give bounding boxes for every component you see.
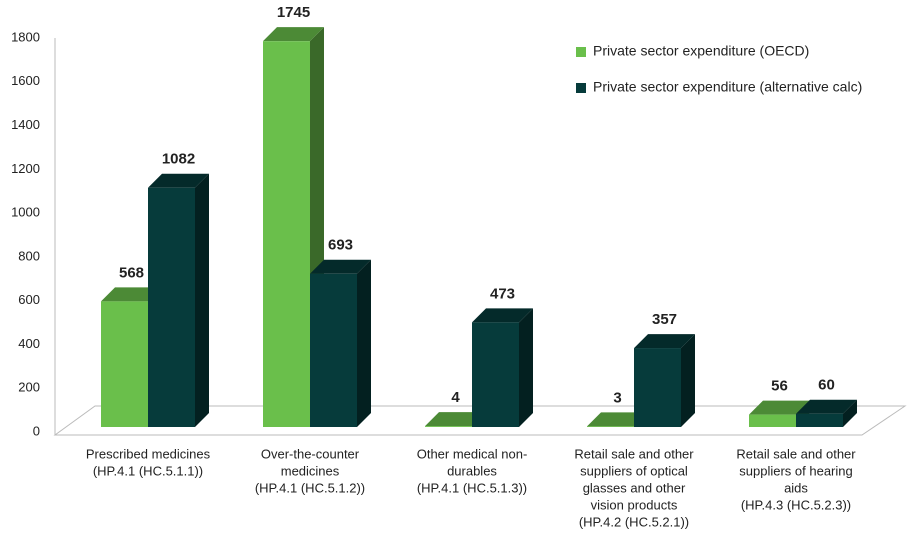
x-tick-label: suppliers of hearing — [739, 463, 852, 478]
bar-side — [195, 173, 209, 427]
bar-top — [472, 308, 533, 323]
x-tick-label: (HP.4.1 (HC.5.1.1)) — [93, 463, 203, 478]
x-tick-label: (HP.4.1 (HC.5.1.2)) — [255, 480, 365, 495]
y-tick-label: 400 — [18, 336, 40, 351]
y-tick-label: 1200 — [11, 161, 40, 176]
x-tick-label: durables — [447, 463, 497, 478]
x-tick-label: suppliers of optical — [580, 463, 688, 478]
bar — [472, 322, 519, 427]
bar-top — [587, 412, 648, 427]
value-label: 60 — [818, 377, 835, 394]
legend-label: Private sector expenditure (alternative … — [593, 79, 862, 95]
legend-label: Private sector expenditure (OECD) — [593, 43, 809, 59]
x-tick-label: Retail sale and other — [736, 446, 856, 461]
bar — [148, 187, 195, 427]
value-label: 693 — [328, 237, 353, 254]
bar-top — [425, 412, 486, 427]
x-tick-label: Over-the-counter — [261, 446, 360, 461]
x-tick-label: aids — [784, 480, 808, 495]
bar-top — [796, 399, 857, 414]
value-label: 473 — [490, 285, 515, 302]
value-label: 1745 — [277, 4, 310, 21]
value-label: 4 — [451, 389, 460, 406]
bar-top — [749, 400, 810, 415]
bar-side — [681, 334, 695, 427]
x-tick-label: (HP.4.1 (HC.5.1.3)) — [417, 480, 527, 495]
bar — [587, 426, 634, 427]
y-tick-label: 600 — [18, 292, 40, 307]
x-tick-label: Prescribed medicines — [86, 446, 211, 461]
legend-swatch — [576, 47, 586, 57]
bar-side — [519, 308, 533, 427]
value-label: 56 — [771, 378, 788, 395]
x-tick-label: Retail sale and other — [574, 446, 694, 461]
y-tick-label: 200 — [18, 380, 40, 395]
y-tick-label: 1800 — [11, 29, 40, 44]
bar — [263, 41, 310, 428]
bar-top — [263, 27, 324, 42]
bar-top — [634, 334, 695, 349]
bar-top — [101, 287, 162, 302]
x-tick-label: (HP.4.3 (HC.5.2.3)) — [741, 497, 851, 512]
legend-swatch — [576, 83, 586, 93]
bar — [310, 273, 357, 427]
value-label: 568 — [119, 264, 144, 281]
value-label: 357 — [652, 311, 677, 328]
y-tick-label: 1000 — [11, 205, 40, 220]
bar-top — [310, 259, 371, 274]
bar — [749, 414, 796, 427]
value-label: 3 — [613, 389, 621, 406]
bar-side — [843, 399, 857, 427]
bar-side — [357, 259, 371, 427]
y-tick-label: 0 — [33, 423, 40, 438]
value-label: 1082 — [162, 151, 195, 168]
y-tick-label: 800 — [18, 248, 40, 263]
bar — [796, 413, 843, 427]
x-tick-label: (HP.4.2 (HC.5.2.1)) — [579, 514, 689, 529]
bar — [101, 301, 148, 427]
x-tick-label: Other medical non- — [417, 446, 528, 461]
y-tick-label: 1400 — [11, 117, 40, 132]
bar-top — [148, 173, 209, 188]
bar — [634, 348, 681, 427]
y-tick-label: 1600 — [11, 73, 40, 88]
x-tick-label: glasses and other — [583, 480, 686, 495]
x-tick-label: vision products — [591, 497, 678, 512]
bar — [425, 426, 472, 427]
x-tick-label: medicines — [281, 463, 340, 478]
